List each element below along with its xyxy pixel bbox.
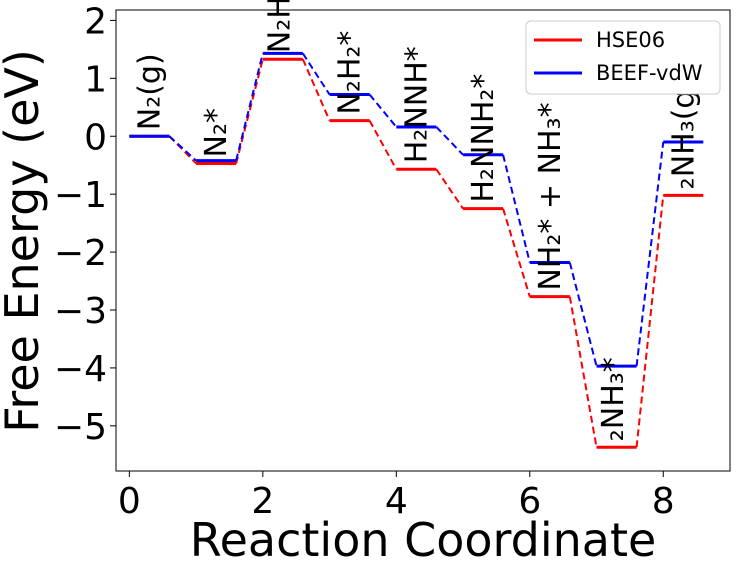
transition-connector — [368, 93, 398, 128]
transition-connector — [301, 58, 331, 122]
state-label: N₂(g) — [132, 53, 167, 130]
transition-connector — [235, 53, 264, 161]
y-axis-title: Free Energy (eV) — [0, 49, 49, 433]
state-labels-layer: N₂(g) N₂* N₂H* N₂H₂* H₂NNH* H₂NNH₂* NH₂* + NH₃… — [132, 0, 701, 441]
state-label: N₂H* — [263, 0, 298, 53]
transition-connector — [502, 208, 531, 297]
state-label: H₂NNH* — [399, 46, 434, 163]
plot-frame — [115, 9, 731, 472]
transition-connector — [368, 120, 398, 170]
transition-connector — [635, 195, 665, 448]
transition-connector — [435, 168, 464, 210]
axis-ticks-layer: 0 2 4 6 8 2 1 0 −1 −2 −3 −4 −5 — [54, 1, 675, 522]
x-tick-label: 2 — [251, 481, 274, 522]
x-tick-label: 8 — [652, 481, 675, 522]
transition-connector — [502, 154, 531, 263]
state-label: NH₂* + NH₃* — [533, 102, 568, 290]
series-beef-vdw — [129, 51, 704, 368]
state-label: H₂NNH₂* — [466, 74, 501, 203]
state-label: N₂H₂* — [333, 31, 368, 115]
series-hse06 — [129, 57, 704, 449]
state-label: ₂NH₃* — [596, 357, 631, 441]
transition-connector — [302, 52, 331, 96]
legend-label: BEEF-vdW — [596, 61, 703, 85]
x-axis-title: Reaction Coordinate — [190, 513, 657, 567]
x-tick-label: 6 — [518, 481, 541, 522]
y-tick-label: −5 — [54, 407, 107, 448]
transition-connector — [568, 296, 598, 448]
series-layer — [129, 51, 704, 449]
y-tick-label: −3 — [54, 291, 107, 332]
transition-connector — [168, 135, 197, 162]
y-tick-label: 0 — [84, 117, 107, 158]
y-tick-label: 2 — [84, 1, 107, 42]
y-tick-label: −4 — [54, 349, 107, 390]
y-tick-label: −2 — [54, 233, 107, 274]
x-tick-label: 0 — [118, 481, 141, 522]
x-tick-label: 4 — [385, 481, 408, 522]
legend: HSE06 BEEF-vdW — [525, 20, 721, 95]
state-label: ₂NH₃(g) — [666, 78, 701, 190]
y-tick-label: 1 — [84, 59, 107, 100]
y-tick-label: −1 — [54, 175, 107, 216]
state-label: N₂* — [199, 108, 234, 157]
legend-label: HSE06 — [596, 28, 665, 52]
transition-connector — [435, 126, 464, 156]
transition-connector — [635, 141, 665, 367]
transition-connector — [568, 262, 598, 367]
